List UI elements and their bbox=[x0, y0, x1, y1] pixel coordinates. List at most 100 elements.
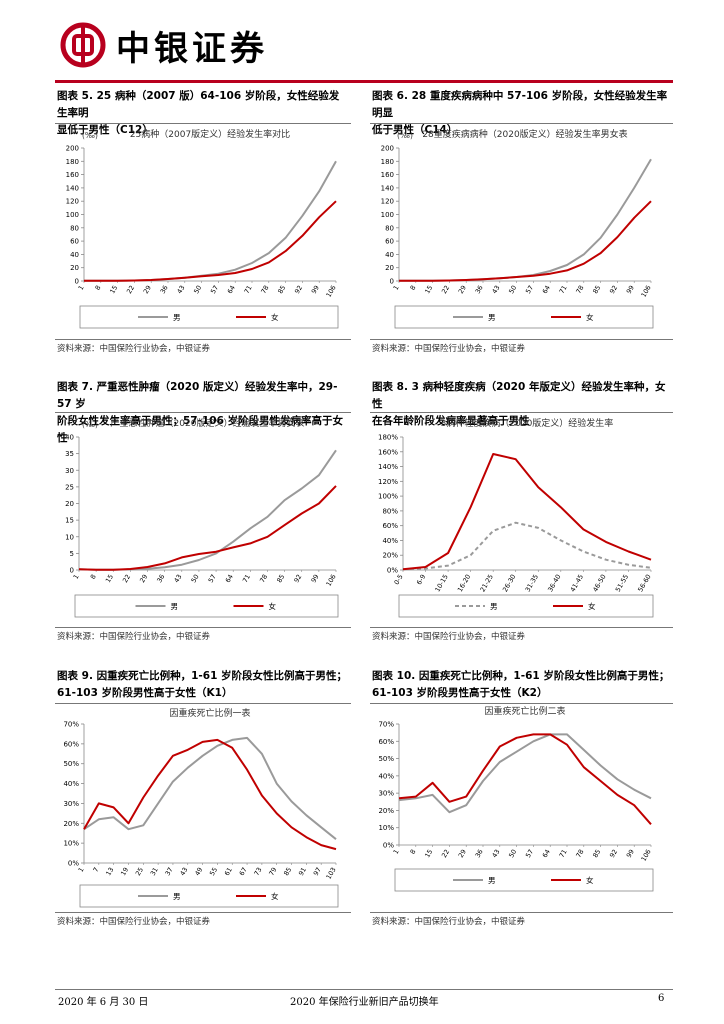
chart-title: 因重疾死亡比例二表 bbox=[484, 705, 565, 717]
y-tick-label: 10 bbox=[65, 533, 74, 541]
series-line-female bbox=[399, 200, 652, 282]
x-tick-label: 21-25 bbox=[479, 573, 495, 593]
caption-rule bbox=[55, 703, 351, 704]
figure-8-source: 资料来源：中国保险行业协会，中银证券 bbox=[372, 632, 526, 642]
y-tick-label: 0% bbox=[387, 567, 398, 575]
x-tick-label: 1 bbox=[72, 573, 81, 581]
x-tick-label: 85 bbox=[282, 866, 293, 877]
footer-rule bbox=[55, 989, 673, 990]
x-tick-label: 36 bbox=[155, 573, 166, 584]
figure-9-caption: 图表 9. 因重疾死亡比例种，1-61 岁阶段女性比例高于男性； 61-103 岁… bbox=[57, 670, 348, 699]
x-tick-label: 71 bbox=[241, 573, 252, 584]
x-tick-label: 85 bbox=[591, 848, 602, 859]
y-tick-label: 20% bbox=[378, 807, 394, 815]
x-tick-label: 36 bbox=[474, 848, 485, 859]
y-tick-label: 10% bbox=[63, 840, 79, 848]
series-line-male bbox=[402, 521, 652, 571]
legend-box bbox=[394, 868, 654, 892]
x-tick-label: 43 bbox=[178, 866, 189, 877]
y-tick-label: 120 bbox=[66, 198, 79, 206]
y-tick-label: 100 bbox=[66, 211, 79, 219]
y-tick-label: 180% bbox=[378, 434, 398, 442]
legend-label: 女 bbox=[271, 312, 279, 322]
y-tick-label: 5 bbox=[70, 550, 74, 558]
y-tick-label: 120% bbox=[378, 478, 398, 486]
x-tick-label: 71 bbox=[558, 284, 569, 295]
source-rule bbox=[55, 339, 351, 340]
x-tick-label: 8 bbox=[94, 284, 103, 292]
x-tick-label: 92 bbox=[608, 284, 619, 295]
y-tick-label: 100% bbox=[378, 493, 398, 501]
x-tick-label: 15 bbox=[423, 848, 434, 859]
figure-9-source: 资料来源：中国保险行业协会，中银证券 bbox=[57, 917, 211, 927]
x-tick-label: 1 bbox=[392, 848, 401, 856]
x-tick-label: 22 bbox=[440, 284, 451, 295]
x-tick-label: 36 bbox=[474, 284, 485, 295]
y-tick-label: 200 bbox=[381, 145, 394, 153]
x-tick-label: 64 bbox=[541, 284, 552, 295]
figure-6-caption: 图表 6. 28 重度疾病病种中 57-106 岁阶段，女性经验发生率明显 低于男… bbox=[372, 90, 668, 136]
x-tick-label: 67 bbox=[238, 866, 249, 877]
x-tick-label: 13 bbox=[104, 866, 115, 877]
legend-box bbox=[74, 594, 339, 618]
y-tick-label: 40% bbox=[63, 780, 79, 788]
x-tick-label: 36 bbox=[159, 284, 170, 295]
x-tick-label: 10-15 bbox=[433, 573, 449, 593]
x-tick-label: 43 bbox=[172, 573, 183, 584]
x-tick-label: 99 bbox=[310, 284, 321, 295]
y-tick-label: 0 bbox=[70, 567, 74, 575]
x-tick-label: 31-35 bbox=[524, 573, 540, 593]
y-tick-label: 100 bbox=[381, 211, 394, 219]
x-tick-label: 92 bbox=[292, 573, 303, 584]
figure-5-caption: 图表 5. 25 病种（2007 版）64-106 岁阶段，女性经验发生率明 显低… bbox=[57, 90, 340, 136]
y-tick-label: 0% bbox=[383, 842, 394, 850]
x-tick-label: 61 bbox=[223, 866, 234, 877]
x-tick-label: 22 bbox=[125, 284, 136, 295]
y-tick-label: 30% bbox=[378, 790, 394, 798]
x-tick-label: 25 bbox=[134, 866, 145, 877]
x-tick-label: 1 bbox=[392, 284, 401, 292]
y-tick-label: 20 bbox=[65, 500, 74, 508]
x-tick-label: 99 bbox=[310, 573, 321, 584]
x-tick-label: 50 bbox=[507, 848, 518, 859]
x-tick-label: 29 bbox=[457, 848, 468, 859]
y-tick-label: 80% bbox=[382, 507, 398, 515]
y-tick-label: 20% bbox=[63, 820, 79, 828]
series-line-male bbox=[78, 449, 337, 571]
legend-box bbox=[79, 884, 339, 908]
series-line-female bbox=[83, 738, 337, 851]
brand-header: 中银证券 bbox=[60, 16, 268, 74]
legend-box bbox=[398, 594, 654, 618]
x-tick-label: 99 bbox=[625, 284, 636, 295]
x-tick-label: 29 bbox=[138, 573, 149, 584]
x-tick-label: 92 bbox=[608, 848, 619, 859]
legend-label: 男 bbox=[490, 602, 498, 611]
legend-label: 男 bbox=[173, 313, 181, 322]
x-tick-label: 31 bbox=[149, 866, 160, 877]
x-tick-label: 71 bbox=[558, 848, 569, 859]
series-line-female bbox=[402, 453, 652, 571]
x-tick-label: 78 bbox=[258, 573, 269, 584]
footer-report-title: 2020 年保险行业新旧产品切换年 bbox=[290, 997, 439, 1008]
x-tick-label: 106 bbox=[325, 284, 338, 299]
caption-rule bbox=[370, 123, 673, 124]
x-tick-label: 57 bbox=[524, 284, 535, 295]
legend-label: 男 bbox=[488, 313, 496, 322]
x-tick-label: 50 bbox=[190, 573, 201, 584]
y-tick-label: 180 bbox=[66, 158, 79, 166]
series-line-female bbox=[398, 733, 652, 825]
x-tick-label: 50 bbox=[507, 284, 518, 295]
y-tick-label: 10% bbox=[378, 824, 394, 832]
y-tick-label: 60% bbox=[378, 738, 394, 746]
x-tick-label: 97 bbox=[312, 866, 323, 877]
y-tick-label: 140 bbox=[66, 184, 79, 192]
x-tick-label: 8 bbox=[89, 573, 98, 581]
y-tick-label: 60% bbox=[63, 740, 79, 748]
y-tick-label: 40% bbox=[382, 537, 398, 545]
y-tick-label: 120 bbox=[381, 198, 394, 206]
y-tick-label: 200 bbox=[66, 145, 79, 153]
y-tick-label: 40 bbox=[385, 251, 394, 259]
y-tick-label: 20 bbox=[70, 264, 79, 272]
legend-label: 女 bbox=[271, 891, 279, 901]
